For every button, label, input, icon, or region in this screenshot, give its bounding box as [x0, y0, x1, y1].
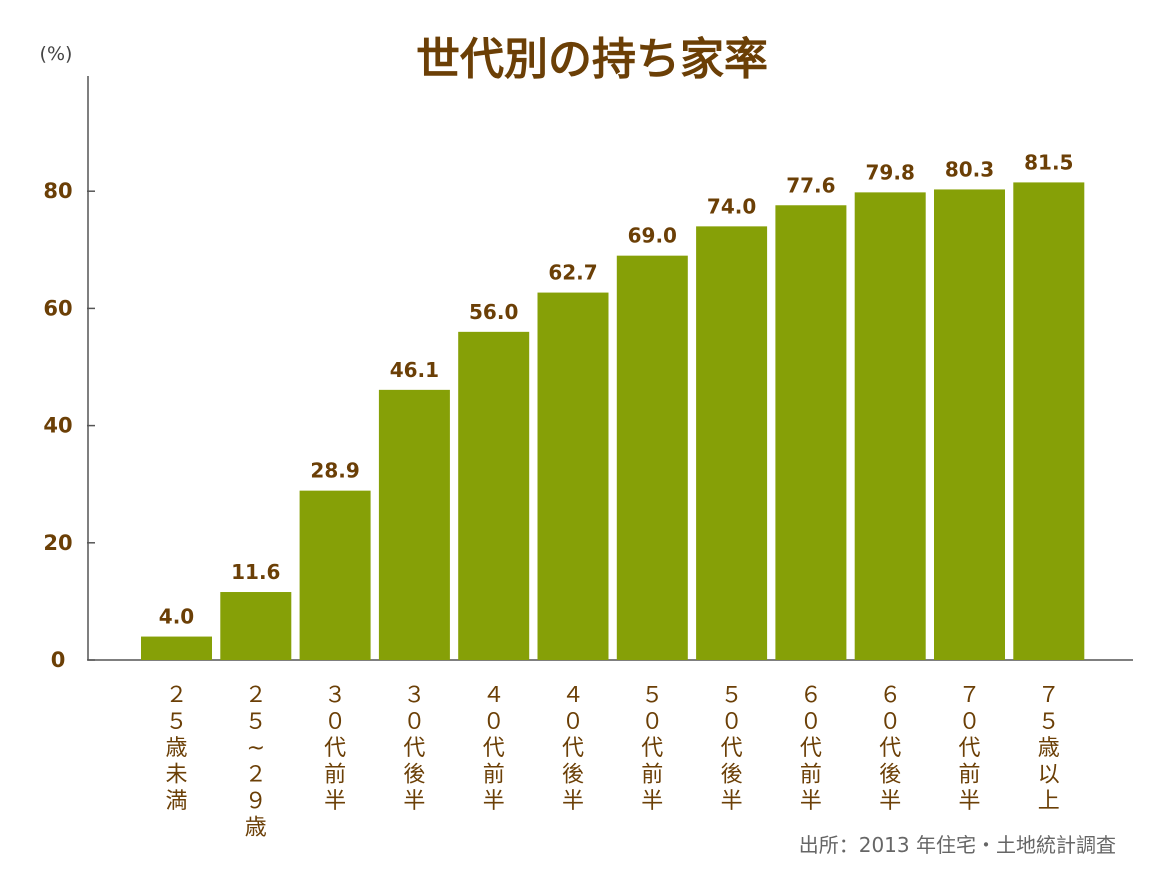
y-tick-label: 0 — [51, 648, 66, 672]
category-label: ７５歳以上 — [1038, 683, 1060, 814]
source-note: 出所：2013 年住宅・土地統計調査 — [799, 833, 1116, 857]
y-tick-label: 40 — [43, 414, 72, 438]
value-label: 79.8 — [866, 160, 915, 184]
chart-title: 世代別の持ち家率 — [416, 34, 768, 85]
bar — [696, 226, 768, 661]
y-tick-label: 60 — [43, 296, 72, 320]
y-tick-label: 80 — [43, 179, 72, 203]
bar — [220, 592, 292, 660]
y-axis-unit: (%) — [40, 43, 73, 65]
category-label: ３０代前半 — [324, 683, 346, 814]
value-label: 11.6 — [231, 560, 280, 584]
category-labels: ２５歳未満 ２５~２９歳 ３０代前半 ３０代後半 ４０代前半 ４０代後半 ５０代前半 ５０代後… — [165, 683, 1059, 841]
bar — [537, 292, 609, 660]
category-label: ４０代後半 — [562, 683, 584, 814]
category-label: ５０代前半 — [641, 683, 663, 814]
bar — [458, 331, 530, 660]
bar — [616, 255, 688, 660]
value-label: 4.0 — [159, 605, 194, 629]
value-label: 56.0 — [469, 300, 518, 324]
value-label: 62.7 — [548, 261, 597, 285]
bar — [141, 636, 212, 660]
category-label: ５０代後半 — [721, 683, 743, 814]
category-label: ２５~２９歳 — [245, 683, 267, 841]
bars — [141, 182, 1085, 661]
category-label: ６０代後半 — [879, 683, 901, 814]
value-label: 81.5 — [1024, 150, 1073, 174]
value-label: 28.9 — [310, 459, 359, 483]
y-axis-ticks: 0 20 40 60 80 — [43, 179, 95, 672]
bar — [854, 192, 926, 660]
value-label: 46.1 — [390, 358, 439, 382]
value-label: 77.6 — [786, 173, 835, 197]
value-labels: 4.0 11.6 28.9 46.1 56.0 62.7 69.0 74.0 77.6 79.8 8… — [159, 150, 1074, 628]
category-label: ４０代前半 — [483, 683, 505, 814]
category-label: ２５歳未満 — [165, 683, 187, 814]
bar — [299, 490, 371, 660]
category-label: ３０代後半 — [403, 683, 425, 814]
value-label: 74.0 — [707, 194, 756, 218]
bar — [1013, 182, 1085, 660]
value-label: 69.0 — [628, 224, 677, 248]
value-label: 80.3 — [945, 157, 994, 181]
y-tick-label: 20 — [43, 531, 72, 555]
category-label: ６０代前半 — [800, 683, 822, 814]
category-label: ７０代前半 — [958, 683, 980, 814]
bar — [775, 205, 847, 660]
bar — [378, 389, 450, 660]
bar — [934, 189, 1005, 660]
